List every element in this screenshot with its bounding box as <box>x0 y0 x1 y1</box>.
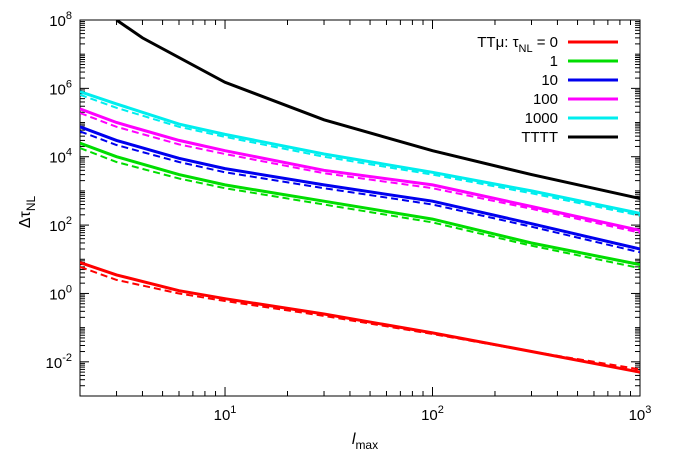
y-tick-label: 106 <box>49 78 72 98</box>
legend-label-5: TTTT <box>521 129 558 146</box>
legend: TTμ: τNL = 01 10 100 1000 TTTT <box>477 34 618 146</box>
x-tick-label: 103 <box>629 404 652 424</box>
y-tick-label: 104 <box>49 147 72 167</box>
legend-label-4: 1000 <box>525 110 558 127</box>
y-tick-label: 108 <box>49 10 72 30</box>
series-solid-line-0 <box>80 261 640 374</box>
series-solid-line-3 <box>80 107 640 232</box>
series-solid-line-1 <box>80 141 640 267</box>
series-solid-line-2 <box>80 125 640 251</box>
x-tick-label: 101 <box>214 404 237 424</box>
x-axis-title: lmax <box>352 431 378 452</box>
series-dashed-line-3 <box>80 112 640 234</box>
y-tick-label: 100 <box>49 283 72 303</box>
legend-label-0: TTμ: τNL = 0 <box>477 34 558 55</box>
y-tick-labels: 10-2 100 102 104 106 108 <box>46 10 72 372</box>
legend-label-3: 100 <box>533 91 558 108</box>
series-solid-line-5 <box>115 20 640 200</box>
series-dashed-line-1 <box>80 147 640 270</box>
series-solid-line-4 <box>80 90 640 215</box>
series-lines <box>80 20 640 374</box>
axis-titles: lmax ΔτNL <box>17 195 378 452</box>
series-dashed-line-4 <box>80 93 640 217</box>
series-dashed-line-0 <box>80 265 640 371</box>
legend-label-2: 10 <box>541 72 558 89</box>
legend-label-1: 1 <box>550 53 558 70</box>
x-tick-labels: 101 102 103 <box>214 404 652 424</box>
y-tick-label: 10-2 <box>46 352 72 372</box>
y-axis-title: ΔτNL <box>17 195 38 228</box>
x-tick-label: 102 <box>421 404 444 424</box>
series-dashed-line-2 <box>80 130 640 254</box>
plot-frame <box>79 19 641 397</box>
y-tick-label: 102 <box>49 215 72 235</box>
